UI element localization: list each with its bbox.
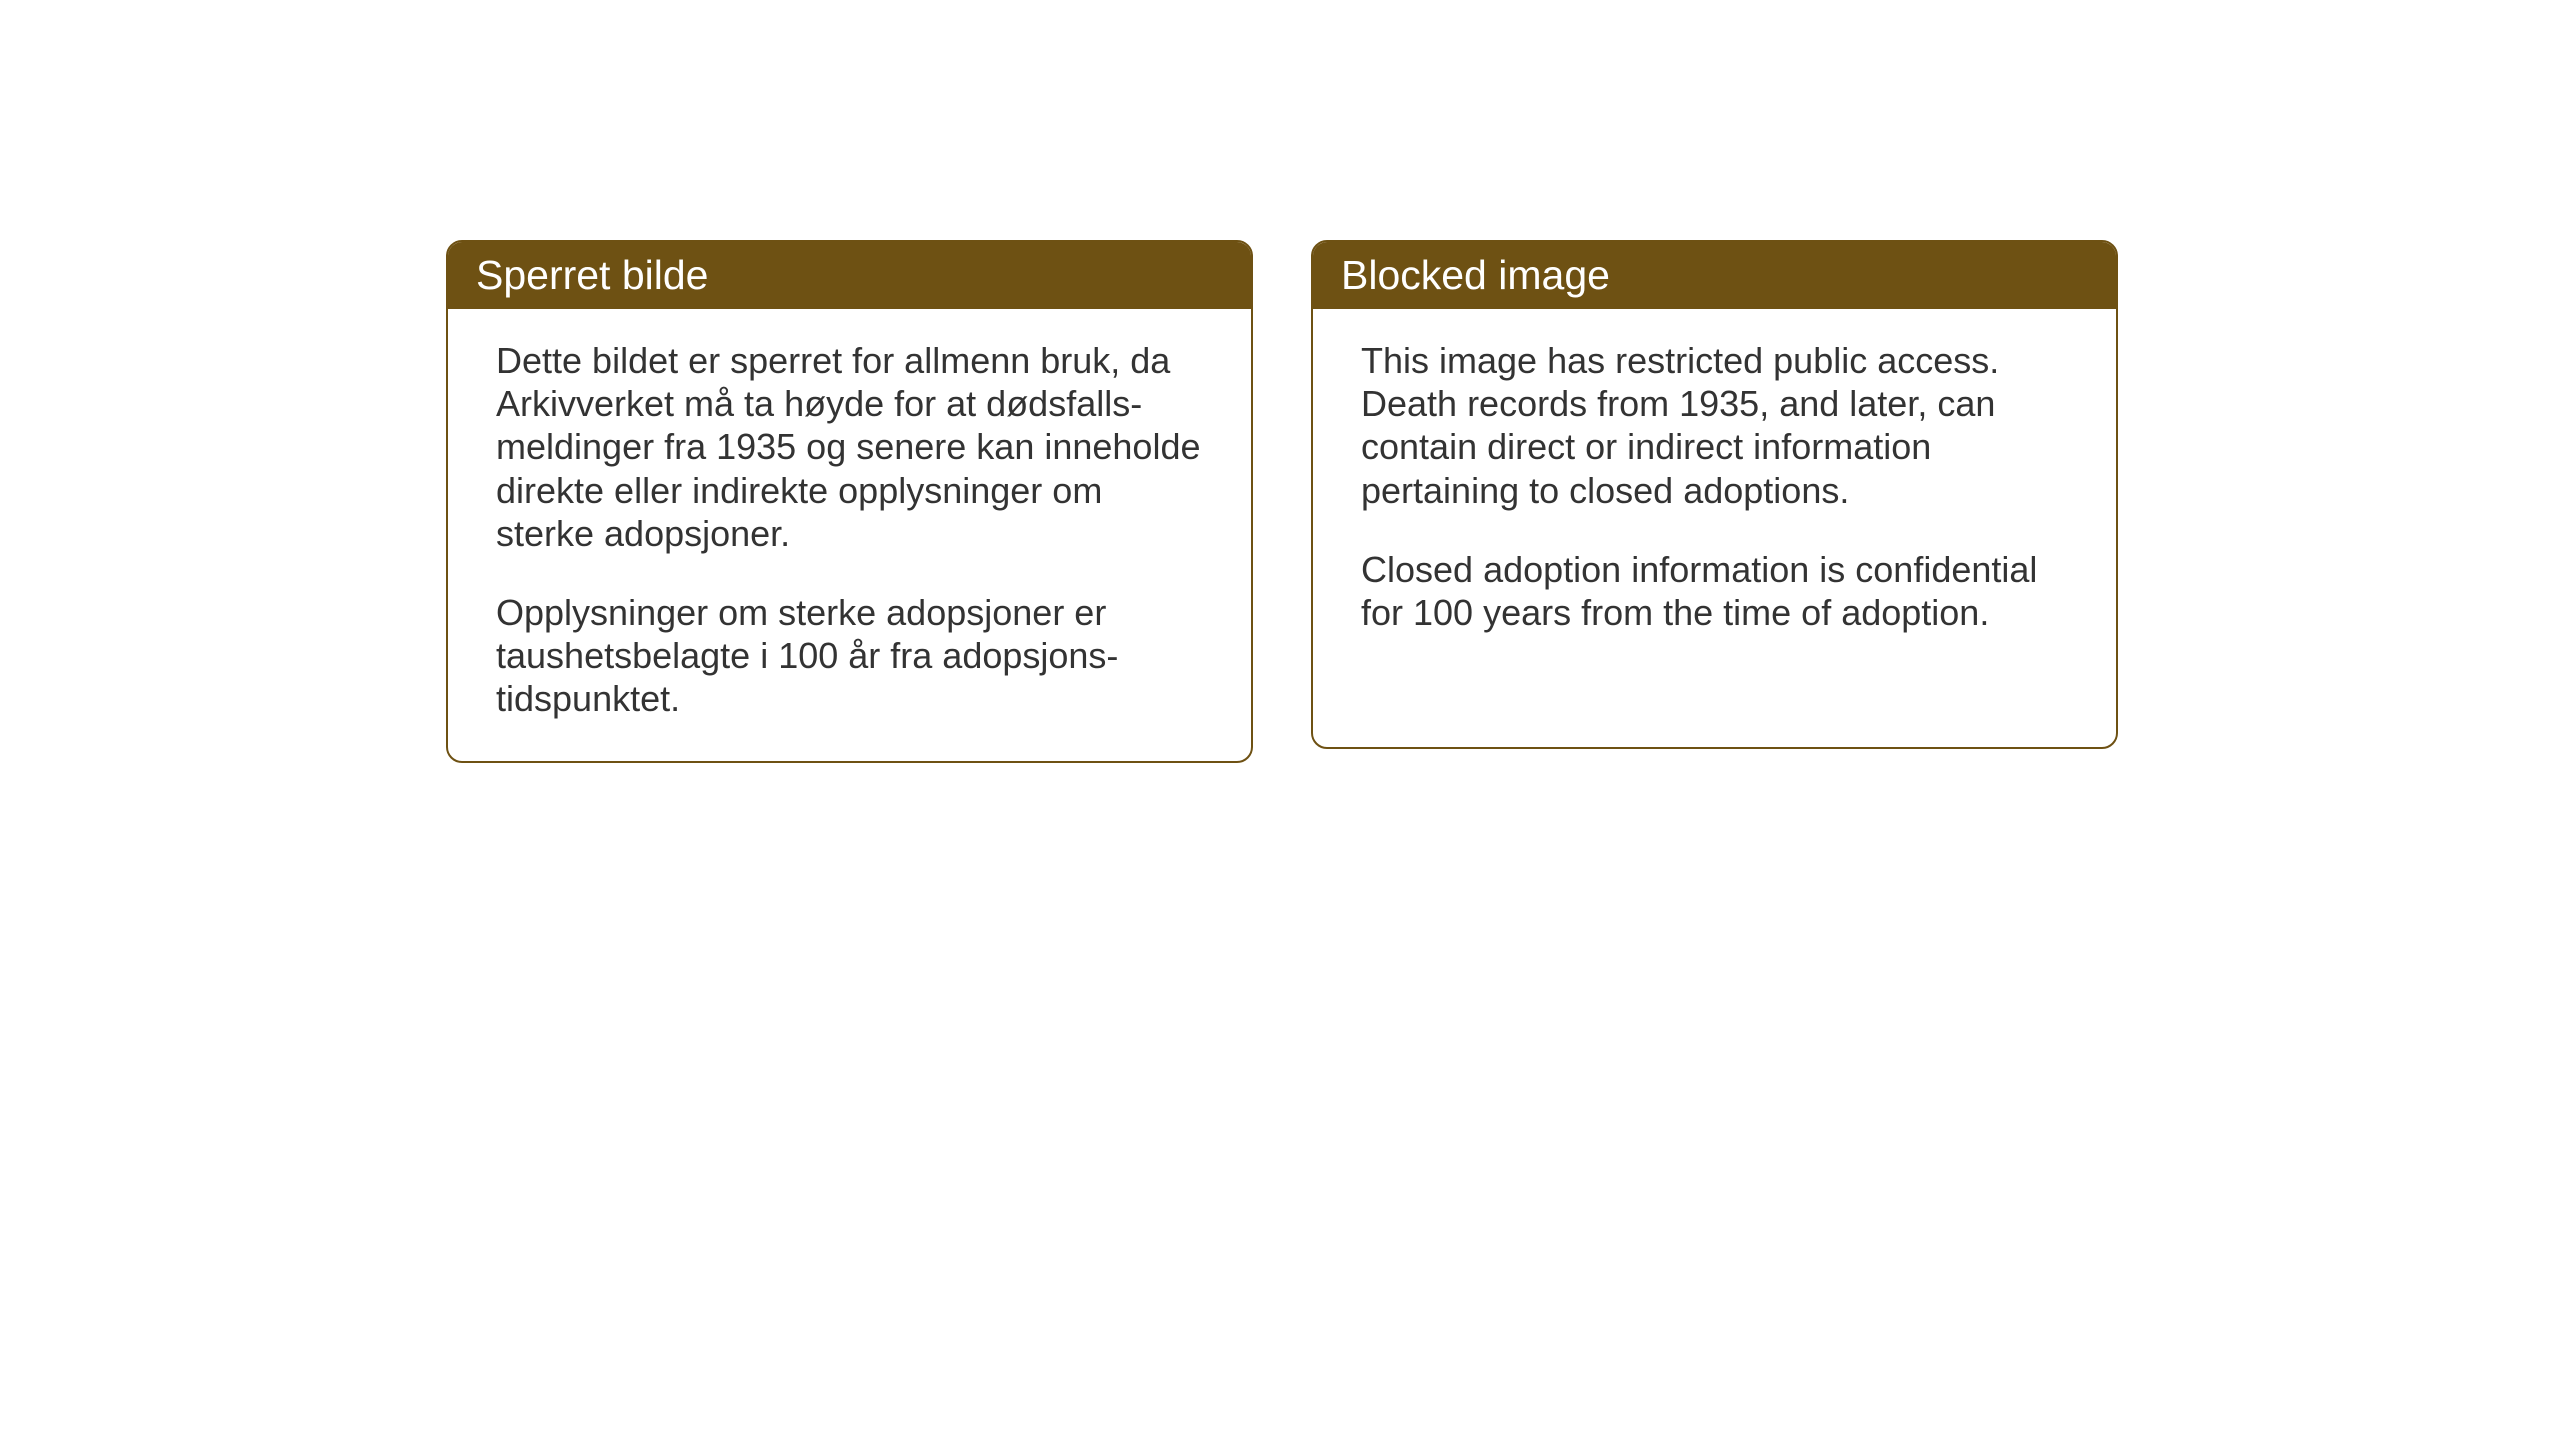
norwegian-card: Sperret bilde Dette bildet er sperret fo…: [446, 240, 1253, 763]
english-card-body: This image has restricted public access.…: [1313, 309, 2116, 674]
english-card-header: Blocked image: [1313, 242, 2116, 309]
english-card-title: Blocked image: [1341, 252, 1610, 298]
norwegian-paragraph-2: Opplysninger om sterke adopsjoner er tau…: [496, 591, 1203, 721]
norwegian-card-body: Dette bildet er sperret for allmenn bruk…: [448, 309, 1251, 761]
norwegian-card-title: Sperret bilde: [476, 252, 708, 298]
card-container: Sperret bilde Dette bildet er sperret fo…: [446, 240, 2118, 763]
norwegian-paragraph-1: Dette bildet er sperret for allmenn bruk…: [496, 339, 1203, 555]
norwegian-card-header: Sperret bilde: [448, 242, 1251, 309]
english-paragraph-2: Closed adoption information is confident…: [1361, 548, 2068, 634]
english-card: Blocked image This image has restricted …: [1311, 240, 2118, 749]
english-paragraph-1: This image has restricted public access.…: [1361, 339, 2068, 512]
